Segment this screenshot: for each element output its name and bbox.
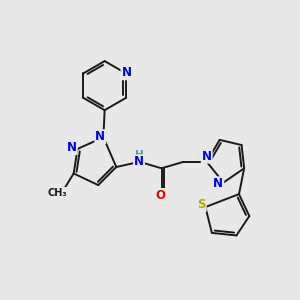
- Text: N: N: [202, 150, 212, 163]
- Text: N: N: [67, 141, 77, 154]
- Text: N: N: [134, 155, 144, 168]
- Text: S: S: [197, 198, 206, 211]
- Text: N: N: [122, 66, 131, 79]
- Text: CH₃: CH₃: [48, 188, 68, 198]
- Text: N: N: [95, 130, 105, 143]
- Text: O: O: [155, 189, 165, 202]
- Text: N: N: [213, 177, 223, 190]
- Text: H: H: [135, 150, 144, 161]
